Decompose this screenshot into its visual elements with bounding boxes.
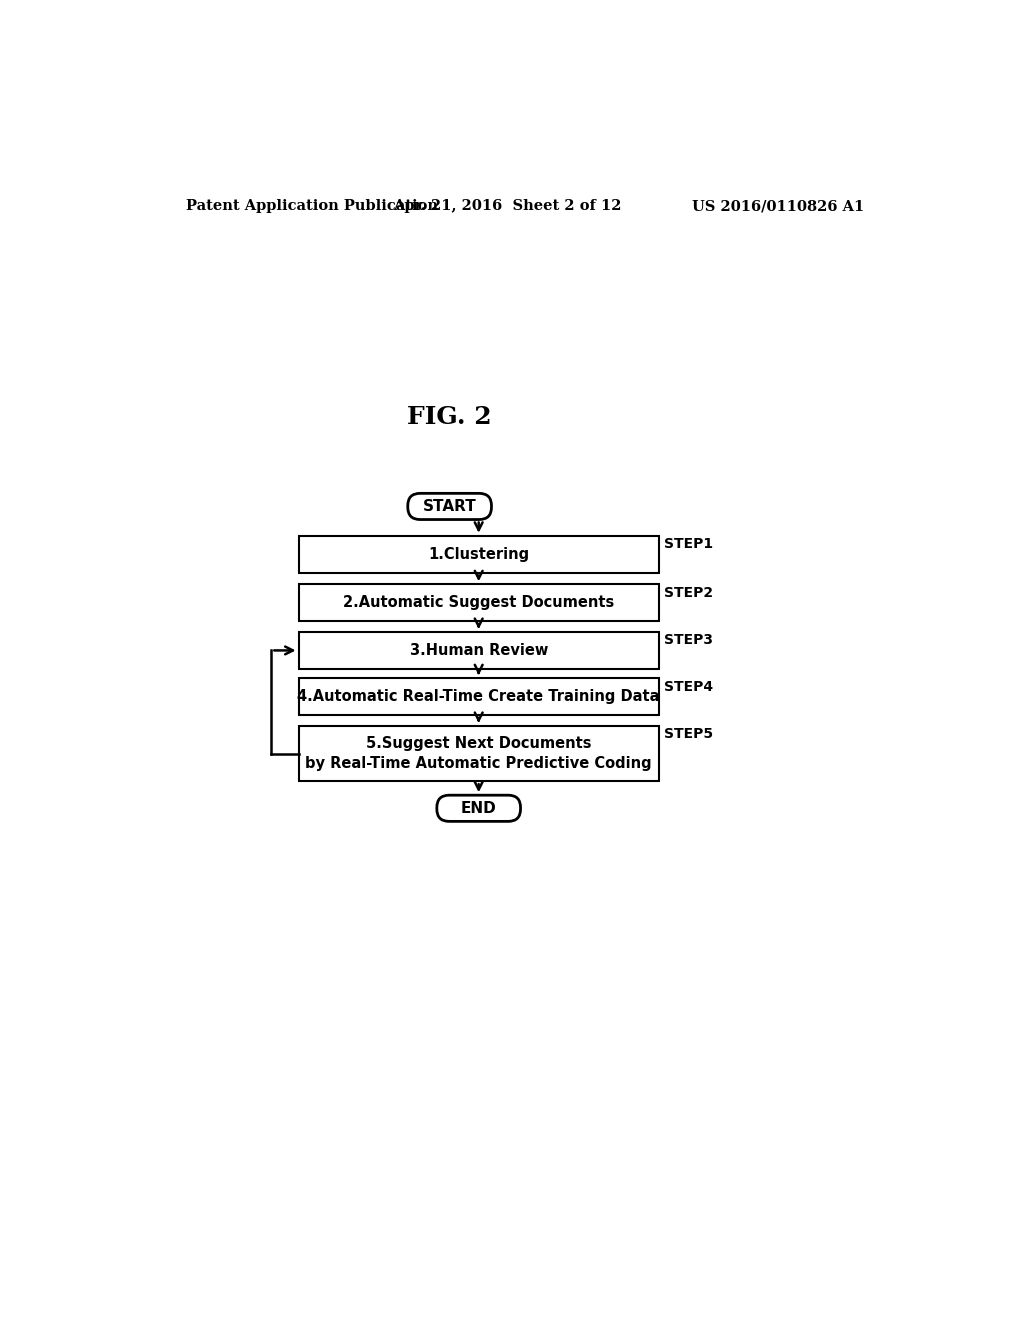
Text: STEP3: STEP3 [664,634,713,648]
Text: Apr. 21, 2016  Sheet 2 of 12: Apr. 21, 2016 Sheet 2 of 12 [393,199,622,213]
FancyBboxPatch shape [299,678,658,715]
Text: 5.Suggest Next Documents
by Real-Time Automatic Predictive Coding: 5.Suggest Next Documents by Real-Time Au… [305,737,652,771]
FancyBboxPatch shape [299,632,658,669]
Text: 2.Automatic Suggest Documents: 2.Automatic Suggest Documents [343,595,614,610]
Text: STEP5: STEP5 [664,727,713,742]
Text: Patent Application Publication: Patent Application Publication [186,199,438,213]
Text: 3.Human Review: 3.Human Review [410,643,548,657]
Text: START: START [423,499,476,513]
Text: STEP1: STEP1 [664,537,713,552]
Text: US 2016/0110826 A1: US 2016/0110826 A1 [692,199,864,213]
FancyBboxPatch shape [299,536,658,573]
FancyBboxPatch shape [299,585,658,622]
Text: END: END [461,801,497,816]
FancyBboxPatch shape [408,494,492,520]
FancyBboxPatch shape [437,795,520,821]
Text: 4.Automatic Real-Time Create Training Data: 4.Automatic Real-Time Create Training Da… [297,689,659,704]
Text: FIG. 2: FIG. 2 [408,405,492,429]
FancyBboxPatch shape [299,726,658,781]
Text: STEP2: STEP2 [664,586,713,599]
Text: 1.Clustering: 1.Clustering [428,546,529,562]
Text: STEP4: STEP4 [664,680,713,694]
